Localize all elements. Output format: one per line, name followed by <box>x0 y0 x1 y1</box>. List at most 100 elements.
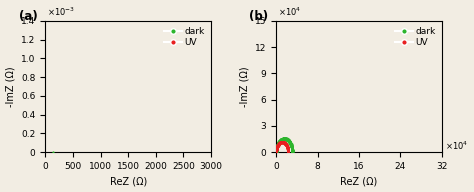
Point <box>287 144 295 147</box>
Point <box>286 141 294 144</box>
Point <box>279 137 286 141</box>
Point <box>273 145 281 148</box>
Point <box>287 144 295 147</box>
Point <box>273 147 281 150</box>
Point <box>287 142 295 145</box>
Point <box>280 141 288 144</box>
Point <box>285 140 292 143</box>
Point <box>288 147 296 150</box>
Point <box>275 142 283 145</box>
Point <box>273 150 280 153</box>
Point <box>273 148 280 151</box>
Point <box>273 145 281 148</box>
Point <box>283 138 291 141</box>
Point <box>273 145 281 148</box>
Point <box>276 141 284 144</box>
Point <box>274 144 282 147</box>
Point <box>273 148 281 151</box>
Point <box>283 145 291 148</box>
Point <box>273 145 281 148</box>
Point <box>273 147 280 150</box>
Point <box>283 144 291 147</box>
Point <box>282 142 290 146</box>
Point <box>273 149 280 152</box>
Point <box>277 138 284 141</box>
Point <box>279 137 286 140</box>
Point <box>275 142 283 146</box>
Point <box>282 138 290 141</box>
Point <box>289 148 296 151</box>
Point <box>275 142 283 146</box>
Point <box>284 150 292 153</box>
Point <box>273 148 280 151</box>
Point <box>281 142 289 145</box>
Point <box>287 142 295 146</box>
Point <box>274 143 282 146</box>
Point <box>277 141 284 144</box>
Point <box>275 142 283 145</box>
Point <box>273 148 281 151</box>
Point <box>288 147 296 151</box>
Point <box>284 150 292 153</box>
Point <box>287 145 295 148</box>
Point <box>279 137 286 140</box>
Point <box>284 146 292 149</box>
Point <box>274 143 282 146</box>
Point <box>280 137 287 140</box>
Point <box>277 141 285 144</box>
Point <box>281 141 288 144</box>
Point <box>287 143 294 146</box>
Point <box>283 146 291 149</box>
Point <box>283 138 291 141</box>
Point <box>285 140 293 143</box>
Point <box>273 151 280 154</box>
Point <box>279 141 286 144</box>
Point <box>281 141 288 144</box>
Point <box>274 142 282 145</box>
Point <box>281 141 289 144</box>
Point <box>277 141 284 144</box>
Point <box>281 142 289 145</box>
Point <box>287 142 294 146</box>
Point <box>276 139 283 142</box>
Point <box>284 139 292 142</box>
Point <box>288 146 296 149</box>
Point <box>289 148 296 151</box>
Point <box>273 148 280 151</box>
Point <box>287 142 295 146</box>
Point <box>275 140 283 143</box>
Point <box>283 145 291 148</box>
Point <box>275 142 283 145</box>
Y-axis label: -ImZ (Ω): -ImZ (Ω) <box>239 66 249 107</box>
Point <box>281 142 288 145</box>
Point <box>288 146 295 149</box>
Point <box>274 143 282 146</box>
Point <box>273 146 281 149</box>
Point <box>274 143 282 146</box>
Point <box>280 141 287 144</box>
Point <box>282 142 289 145</box>
Point <box>275 141 283 144</box>
Point <box>279 137 287 140</box>
Point <box>277 141 284 144</box>
Point <box>277 141 284 144</box>
Point <box>281 137 288 140</box>
Point <box>273 151 280 154</box>
Point <box>274 142 282 145</box>
Point <box>273 145 281 148</box>
Point <box>280 141 287 144</box>
Point <box>273 144 281 147</box>
Point <box>278 141 286 144</box>
Point <box>283 146 291 149</box>
Point <box>288 146 295 149</box>
Point <box>274 143 282 146</box>
Point <box>288 145 295 148</box>
Point <box>274 143 282 146</box>
Point <box>288 144 295 147</box>
Point <box>276 142 283 145</box>
Point <box>273 149 280 152</box>
Point <box>275 142 283 146</box>
Point <box>284 150 292 153</box>
Point <box>282 142 290 146</box>
Point <box>286 140 293 143</box>
